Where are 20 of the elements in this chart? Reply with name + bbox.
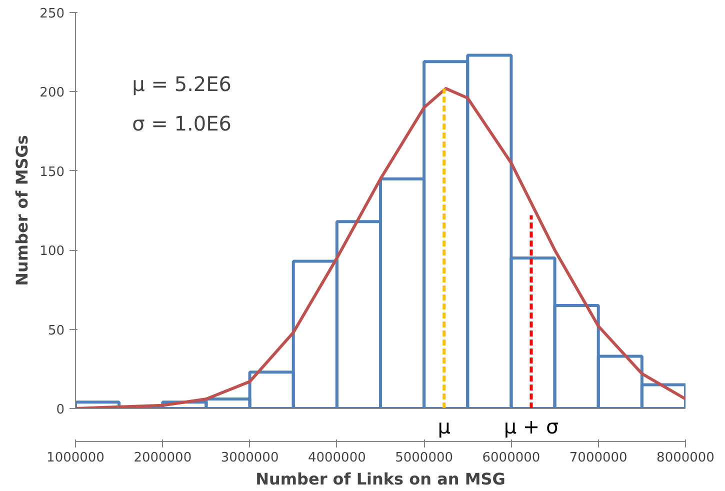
y-tick-label: 150 <box>40 164 65 180</box>
x-tick-label: 4000000 <box>308 450 366 466</box>
x-tick-label: 7000000 <box>569 450 628 466</box>
x-tick-label: 6000000 <box>482 450 540 466</box>
y-tick-label: 0 <box>56 402 65 418</box>
y-tick-label: 50 <box>48 323 65 338</box>
series-label: μ + σ <box>504 414 560 438</box>
x-tick-label: 5000000 <box>395 450 454 466</box>
y-tick-label: 250 <box>40 6 65 22</box>
annotation: σ = 1.0E6 <box>132 111 232 136</box>
y-axis-title: Number of MSGs <box>12 135 32 286</box>
x-axis-title: Number of Links on an MSG <box>256 470 506 488</box>
x-tick-label: 2000000 <box>134 450 192 466</box>
x-tick-label: 3000000 <box>220 450 279 466</box>
x-tick-label: 8000000 <box>656 450 714 466</box>
y-tick-label: 200 <box>40 86 65 101</box>
series-label: μ <box>438 414 451 438</box>
x-tick-label: 1000000 <box>46 450 104 466</box>
y-tick-label: 100 <box>40 244 65 260</box>
annotation: μ = 5.2E6 <box>132 72 232 96</box>
